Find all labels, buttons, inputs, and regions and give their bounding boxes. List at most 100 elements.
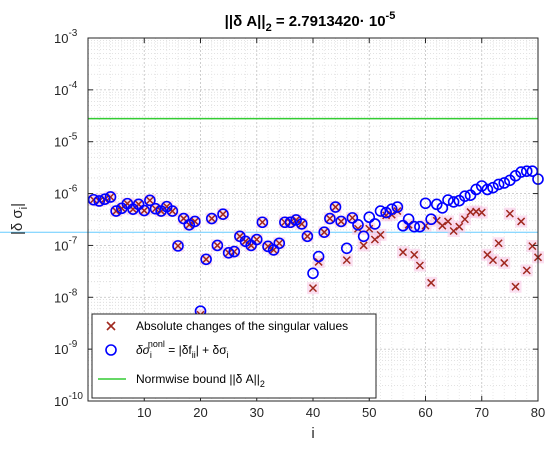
- ylabel-sub: i: [18, 207, 30, 209]
- cross-point: [494, 239, 503, 248]
- circle-point: [110, 205, 122, 217]
- cross-point: [528, 242, 537, 251]
- cross-stroke: [218, 210, 228, 219]
- cross-stroke: [449, 226, 458, 236]
- cross-stroke: [100, 195, 109, 204]
- cross-point: [207, 214, 216, 223]
- cross-point: [359, 241, 368, 250]
- circle-point: [312, 250, 325, 263]
- circle-point: [250, 233, 263, 246]
- y-axis-ticks: 10-10 10-9 10-8 10-7 10-6 10-5 10-4 10-3: [54, 28, 538, 409]
- cross-stroke: [376, 230, 385, 239]
- circle-point: [526, 165, 539, 178]
- cross-stroke: [455, 222, 464, 231]
- circle-point: [369, 218, 381, 230]
- cross-stroke: [427, 278, 436, 287]
- cross-point: [398, 248, 408, 257]
- cross-stroke: [112, 207, 121, 216]
- cross-stroke: [500, 258, 509, 267]
- circle-point: [267, 244, 280, 256]
- circle-point: [318, 226, 331, 238]
- cross-point: [353, 224, 363, 233]
- cross-stroke: [190, 217, 199, 226]
- circle-point: [172, 240, 184, 252]
- cross-point: [162, 202, 171, 211]
- cross-point: [365, 224, 374, 233]
- circle-point: [374, 205, 387, 217]
- cross-point: [303, 232, 312, 241]
- title-mid: = 2.7913420· 10: [272, 13, 386, 30]
- circle-point: [470, 183, 482, 196]
- y-tick-label: 10-6: [54, 184, 78, 202]
- legend-cross-icon: [106, 321, 116, 331]
- circle-point: [279, 216, 291, 229]
- circle-point: [307, 267, 319, 280]
- cross-stroke: [488, 256, 498, 265]
- cross-point: [112, 207, 121, 216]
- circle-point: [414, 220, 426, 233]
- title-sub: 2: [266, 22, 272, 34]
- cross-stroke: [494, 239, 503, 248]
- cross-stroke: [185, 220, 194, 229]
- cross-point: [213, 241, 222, 250]
- cross-point: [449, 226, 458, 236]
- cross-stroke: [320, 228, 329, 237]
- cross-stroke: [241, 237, 250, 246]
- cross-point: [325, 214, 334, 223]
- y-tick-label: 10-4: [54, 80, 78, 98]
- circle-point: [149, 202, 162, 215]
- circle-point: [402, 213, 415, 226]
- ylabel-main: |δ σ: [9, 209, 26, 235]
- circle-point: [380, 206, 392, 219]
- circle-point: [419, 197, 432, 210]
- cross-point: [500, 258, 509, 267]
- circle-point: [144, 194, 156, 207]
- cross-point: [218, 210, 228, 219]
- cross-stroke: [168, 207, 177, 216]
- cross-stroke: [303, 232, 312, 241]
- cross-point: [190, 217, 199, 226]
- circle-point: [397, 219, 409, 232]
- cross-point: [511, 282, 520, 291]
- x-tick-label: 60: [418, 405, 432, 420]
- legend-entry-bound: Normwise bound ||δ A||2: [136, 372, 265, 389]
- cross-stroke: [123, 199, 132, 208]
- cross-point: [522, 266, 531, 275]
- cross-point: [427, 278, 436, 287]
- circle-point: [475, 180, 488, 192]
- cross-point: [308, 284, 318, 293]
- circle-point: [217, 208, 229, 221]
- x-axis-label: i: [311, 425, 314, 442]
- cross-point: [455, 222, 464, 231]
- cross-stroke: [145, 196, 154, 205]
- cross-markers: [89, 192, 543, 319]
- cross-stroke: [511, 282, 520, 291]
- cross-stroke: [337, 217, 346, 226]
- circle-point: [324, 212, 336, 225]
- circle-point: [329, 201, 342, 213]
- cross-stroke: [331, 203, 340, 212]
- cross-point: [258, 218, 267, 227]
- y-tick-label: 10-7: [54, 235, 78, 253]
- x-tick-label: 20: [193, 405, 207, 420]
- circle-point: [363, 211, 376, 224]
- cross-stroke: [438, 221, 447, 230]
- cross-stroke: [365, 224, 374, 233]
- cross-stroke: [235, 232, 244, 241]
- x-tick-label: 10: [137, 405, 151, 420]
- cross-point: [145, 196, 154, 205]
- chart-title: ||δ A||2 = 2.7913420· 10-5: [225, 10, 396, 34]
- cross-point: [477, 208, 486, 217]
- circle-point: [295, 218, 308, 230]
- circle-point: [515, 166, 527, 178]
- cross-stroke: [202, 255, 211, 264]
- circle-point: [228, 245, 241, 258]
- cross-point: [337, 217, 346, 226]
- circle-point: [211, 239, 224, 252]
- x-tick-label: 70: [475, 405, 489, 420]
- cross-point: [410, 250, 419, 259]
- circle-point: [301, 230, 314, 243]
- x-tick-label: 40: [306, 405, 320, 420]
- circle-point: [520, 165, 533, 178]
- cross-point: [488, 256, 498, 265]
